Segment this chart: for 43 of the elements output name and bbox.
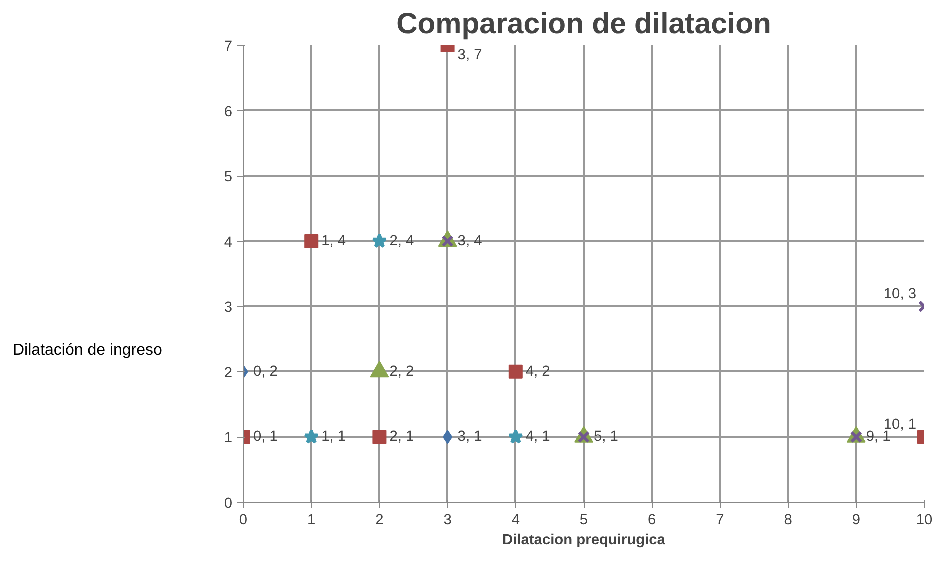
data-label: 1, 4 <box>322 233 346 250</box>
y-tick-label: 4 <box>224 234 233 251</box>
y-axis-title: Dilatación de ingreso <box>13 341 162 361</box>
y-tick-label: 7 <box>224 39 233 55</box>
x-tick-label: 5 <box>580 512 588 528</box>
y-tick-label: 3 <box>224 300 233 316</box>
y-tick-label: 1 <box>224 430 233 447</box>
point <box>304 429 320 444</box>
data-label: 4, 1 <box>526 429 550 446</box>
point <box>508 364 523 379</box>
x-tick-label: 2 <box>376 512 384 528</box>
data-label: 4, 2 <box>526 364 550 380</box>
data-label: 1, 1 <box>322 429 346 446</box>
x-tick-label: 6 <box>648 512 656 528</box>
data-label: 2, 1 <box>390 429 414 446</box>
point <box>508 429 524 444</box>
data-label: 5, 1 <box>594 429 618 446</box>
point <box>304 234 319 248</box>
chart-title: Comparacion de dilatacion <box>396 8 772 40</box>
x-axis-title: Dilatacion prequirugica <box>502 532 666 548</box>
point <box>372 430 387 444</box>
y-tick-label: 2 <box>224 365 233 382</box>
x-tick-label: 7 <box>716 512 724 528</box>
x-tick-label: 10 <box>916 512 933 528</box>
x-tick-label: 9 <box>852 512 860 528</box>
y-tick-label: 6 <box>224 104 233 120</box>
x-tick-label: 1 <box>308 512 316 528</box>
data-label: 2, 4 <box>390 233 414 250</box>
y-tick-label: 5 <box>224 170 233 186</box>
y-tick-label: 0 <box>224 496 233 512</box>
data-label: 3, 1 <box>458 429 482 446</box>
data-label: 0, 1 <box>254 429 278 446</box>
x-tick-label: 4 <box>512 512 520 528</box>
data-label: 9, 1 <box>866 429 891 446</box>
data-label: 10, 3 <box>884 286 917 303</box>
data-label: 3, 4 <box>458 233 482 250</box>
x-tick-label: 8 <box>784 512 792 528</box>
data-label: 2, 2 <box>390 364 414 380</box>
data-label: 0, 2 <box>254 364 278 380</box>
x-tick-label: 0 <box>239 512 248 528</box>
point <box>372 233 388 248</box>
data-label: 3, 7 <box>458 48 482 64</box>
x-tick-label: 3 <box>444 512 452 528</box>
